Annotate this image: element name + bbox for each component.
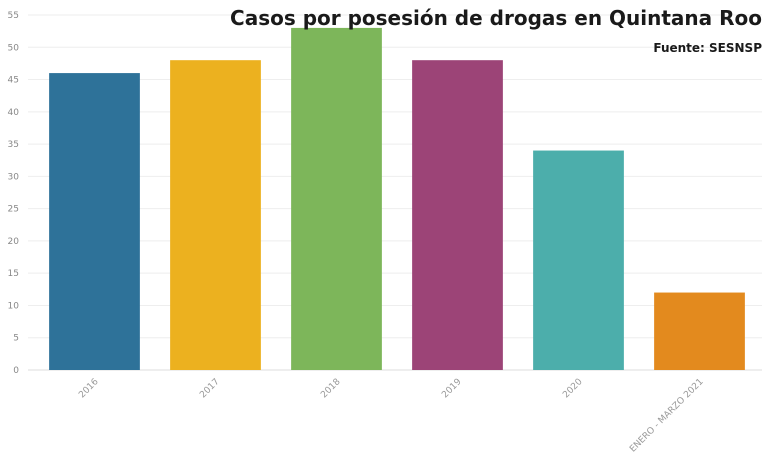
y-tick-label: 30 (8, 172, 20, 182)
y-tick-label: 10 (8, 301, 20, 311)
x-tick-label: 2017 (198, 377, 221, 400)
y-tick-label: 5 (13, 334, 19, 344)
y-tick-label: 25 (8, 205, 19, 215)
x-tick-label: 2016 (77, 377, 100, 400)
bar-5 (654, 292, 745, 370)
y-tick-label: 45 (8, 76, 19, 86)
y-tick-label: 35 (8, 140, 19, 150)
x-axis-ticks: 2016 2017 2018 2019 2020 ENERO - MARZO 2021 (77, 377, 705, 455)
y-tick-label: 50 (8, 43, 20, 53)
bar-3 (412, 60, 503, 370)
bar-0 (49, 73, 140, 370)
x-tick-label: 2020 (561, 377, 584, 400)
chart-subtitle: Fuente: SESNSP (653, 41, 762, 55)
y-tick-label: 15 (8, 269, 19, 279)
y-tick-label: 20 (8, 237, 20, 247)
x-tick-label: 2019 (440, 377, 463, 400)
bar-2 (291, 27, 382, 371)
y-axis-ticks: 0 5 10 15 20 25 30 35 40 45 50 55 (8, 11, 20, 376)
y-tick-label: 55 (8, 11, 19, 21)
x-tick-label: 2018 (319, 377, 342, 400)
bar-1 (170, 60, 261, 370)
y-tick-label: 0 (13, 366, 19, 376)
gridlines (28, 14, 762, 371)
chart-title: Casos por posesión de drogas en Quintana… (230, 6, 762, 30)
bars (49, 27, 745, 371)
bar-4 (533, 150, 624, 370)
x-tick-label: ENERO - MARZO 2021 (628, 377, 706, 455)
y-tick-label: 40 (8, 108, 20, 118)
